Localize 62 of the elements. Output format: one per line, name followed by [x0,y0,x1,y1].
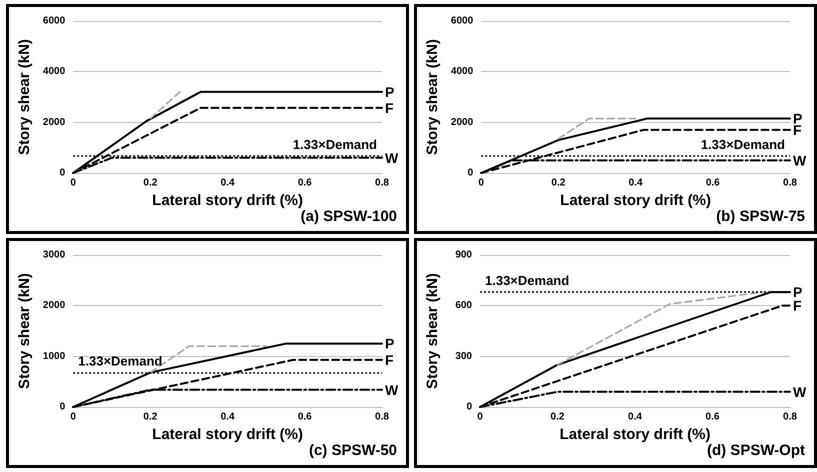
text: (a) SPSW-100 [300,208,398,225]
x-tick-label: 0 [478,178,484,188]
x-tick-label: 0.6 [298,178,312,188]
x-tick-label: 0.2 [550,412,565,422]
text: (b) SPSW-75 [716,208,806,225]
y-tick-label: 4000 [450,66,474,78]
ref-line-label: 1.33×Demand [292,136,378,152]
y-tick-label: 1000 [42,350,66,362]
x-tick-label: 0.8 [375,412,390,422]
x-axis-title: Lateral story drift (%) [560,192,712,209]
x-tick-label: 0.2 [551,178,566,188]
series-label: P [385,84,394,100]
y-tick-label: 0 [468,168,474,178]
x-tick-label: 0 [477,412,484,422]
y-tick-label: 0 [466,402,472,412]
x-tick-label: 0.4 [220,412,235,422]
x-tick-label: 0.4 [628,178,643,188]
y-tick-label: 0 [60,168,66,178]
y-axis-title: Story shear (kN) [16,39,33,155]
x-tick-label: 0.8 [783,178,798,188]
y-tick-label: 900 [455,250,472,260]
ref-line-label: 1.33×Demand [485,273,570,288]
y-axis-title: Story shear (kN) [424,39,441,155]
series-label: W [385,382,399,398]
x-axis-title: Lateral story drift (%) [560,426,710,443]
ref-line-label: 1.33×Demand [700,136,786,152]
y-tick-label: 4000 [42,66,66,78]
series-label: P [793,284,802,300]
x-tick-label: 0.8 [783,412,798,422]
y-tick-label: 600 [455,300,472,312]
y-tick-label: 6000 [450,16,474,26]
y-tick-label: 0 [60,402,66,412]
series-label: W [793,384,807,400]
x-axis-title: Lateral story drift (%) [152,192,304,209]
x-tick-label: 0.6 [706,412,720,422]
x-tick-label: 0 [70,178,76,188]
text: (c) SPSW-50 [308,442,398,459]
text: (d) SPSW-Opt [706,442,806,459]
x-tick-label: 0 [70,412,76,422]
series-label: F [385,100,394,116]
y-tick-label: 2000 [450,116,474,128]
y-axis-title: Story shear (kN) [16,273,33,389]
series-label: W [793,152,807,168]
series-label: F [793,298,802,314]
y-tick-label: 3000 [42,250,66,260]
x-tick-label: 0.6 [706,178,720,188]
y-tick-label: 300 [455,350,472,362]
series-label: W [385,150,399,166]
x-tick-label: 0.6 [298,412,312,422]
ref-line-label: 1.33×Demand [78,354,162,369]
x-tick-label: 0.4 [628,412,642,422]
y-tick-label: 2000 [42,116,66,128]
series-label: P [385,336,394,352]
y-axis-title: Story shear (kN) [424,273,441,389]
x-tick-label: 0.4 [220,178,235,188]
y-tick-label: 2000 [42,300,66,312]
x-tick-label: 0.2 [143,412,158,422]
x-tick-label: 0.8 [375,178,390,188]
x-tick-label: 0.2 [143,178,158,188]
y-tick-label: 6000 [42,16,66,26]
x-axis-title: Lateral story drift (%) [152,426,304,443]
series-label: F [385,352,394,368]
